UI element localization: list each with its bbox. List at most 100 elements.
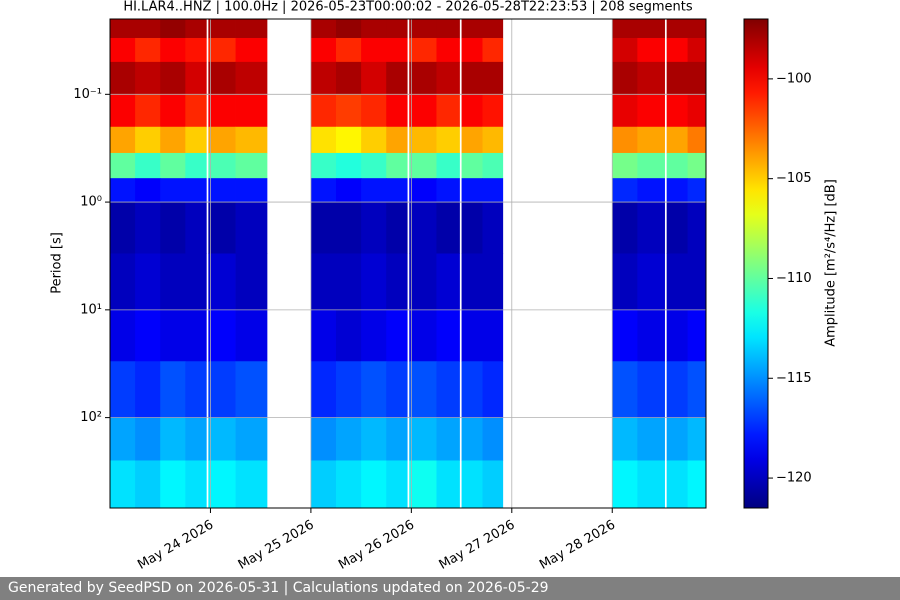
heat-cell xyxy=(687,126,707,154)
heat-cell xyxy=(361,19,387,39)
heat-cell xyxy=(637,253,665,311)
heat-cell xyxy=(135,361,161,419)
heat-cell xyxy=(135,126,161,154)
heat-cell xyxy=(386,126,408,154)
heat-cell xyxy=(135,19,161,39)
heat-cell xyxy=(110,37,136,63)
heat-cell xyxy=(110,309,136,362)
heat-cell xyxy=(461,178,483,203)
heat-cell xyxy=(336,417,362,461)
heat-cell xyxy=(135,94,161,128)
heat-cell xyxy=(235,361,268,419)
colorbar-tick-label: −110 xyxy=(776,271,812,286)
heat-cell xyxy=(135,37,161,63)
heat-cell xyxy=(135,309,161,362)
heat-cell xyxy=(409,37,437,63)
heat-cell xyxy=(386,309,408,362)
heat-cell xyxy=(208,126,236,154)
heat-cell xyxy=(461,19,483,39)
heat-cell xyxy=(160,126,186,154)
heat-cell xyxy=(666,19,688,39)
heat-cell xyxy=(185,361,207,419)
heat-cell xyxy=(637,37,665,63)
heat-cell xyxy=(436,460,460,509)
heat-cell xyxy=(687,37,707,63)
heat-cell xyxy=(361,37,387,63)
heat-cell xyxy=(461,37,483,63)
heat-cell xyxy=(482,152,504,179)
heat-cell xyxy=(361,61,387,95)
heat-cell xyxy=(185,178,207,203)
heat-cell xyxy=(310,37,337,63)
heat-cell xyxy=(110,61,136,95)
heat-cell xyxy=(135,417,161,461)
x-tick-label: May 25 2026 xyxy=(236,518,317,573)
heat-cell xyxy=(160,152,186,179)
y-tick-label: 10¹ xyxy=(80,302,102,317)
heat-cell xyxy=(612,460,638,509)
heat-cell xyxy=(386,253,408,311)
heat-cell xyxy=(436,94,460,128)
heat-cell xyxy=(336,61,362,95)
heat-cell xyxy=(160,19,186,39)
heat-cell xyxy=(135,152,161,179)
heat-cell xyxy=(235,178,268,203)
heat-cell xyxy=(160,253,186,311)
heat-cell xyxy=(666,126,688,154)
heat-cell xyxy=(687,253,707,311)
heat-cell xyxy=(208,202,236,254)
heat-cell xyxy=(310,417,337,461)
heat-cell xyxy=(185,202,207,254)
heat-cell xyxy=(160,417,186,461)
x-tick-label: May 27 2026 xyxy=(437,518,518,573)
heat-cell xyxy=(482,253,504,311)
heat-cell xyxy=(461,417,483,461)
heat-cell xyxy=(482,19,504,39)
heat-cell xyxy=(666,361,688,419)
heat-cell xyxy=(310,126,337,154)
heat-cell xyxy=(637,19,665,39)
heat-cell xyxy=(637,202,665,254)
heat-cell xyxy=(336,309,362,362)
heat-cell xyxy=(310,361,337,419)
heat-cell xyxy=(612,126,638,154)
y-tick-label: 10⁻¹ xyxy=(73,87,102,102)
heat-cell xyxy=(235,152,268,179)
y-tick-label: 10⁰ xyxy=(80,195,102,210)
heat-cell xyxy=(235,253,268,311)
heat-cell xyxy=(310,309,337,362)
heat-cell xyxy=(110,94,136,128)
heat-cell xyxy=(208,417,236,461)
heat-cell xyxy=(310,61,337,95)
heat-cell xyxy=(637,417,665,461)
x-tick-label: May 26 2026 xyxy=(336,518,417,573)
heat-cell xyxy=(612,361,638,419)
heat-cell xyxy=(612,178,638,203)
heat-cell xyxy=(687,178,707,203)
heat-cell xyxy=(208,19,236,39)
heat-cell xyxy=(336,94,362,128)
heat-cell xyxy=(666,460,688,509)
heat-cell xyxy=(687,94,707,128)
heat-cell xyxy=(160,37,186,63)
heat-cell xyxy=(160,460,186,509)
heat-cell xyxy=(110,460,136,509)
x-tick-label: May 24 2026 xyxy=(135,518,216,573)
heat-cell xyxy=(336,152,362,179)
heat-cell xyxy=(386,361,408,419)
colorbar xyxy=(743,18,769,509)
heat-cell xyxy=(235,19,268,39)
heat-cell xyxy=(436,61,460,95)
heat-cell xyxy=(612,309,638,362)
heat-cell xyxy=(482,417,504,461)
heat-cell xyxy=(482,37,504,63)
heat-cell xyxy=(235,94,268,128)
heat-cell xyxy=(666,152,688,179)
heat-cell xyxy=(135,460,161,509)
heat-cell xyxy=(336,178,362,203)
heat-cell xyxy=(185,126,207,154)
heat-cell xyxy=(208,178,236,203)
heat-cell xyxy=(336,202,362,254)
heat-cell xyxy=(612,152,638,179)
